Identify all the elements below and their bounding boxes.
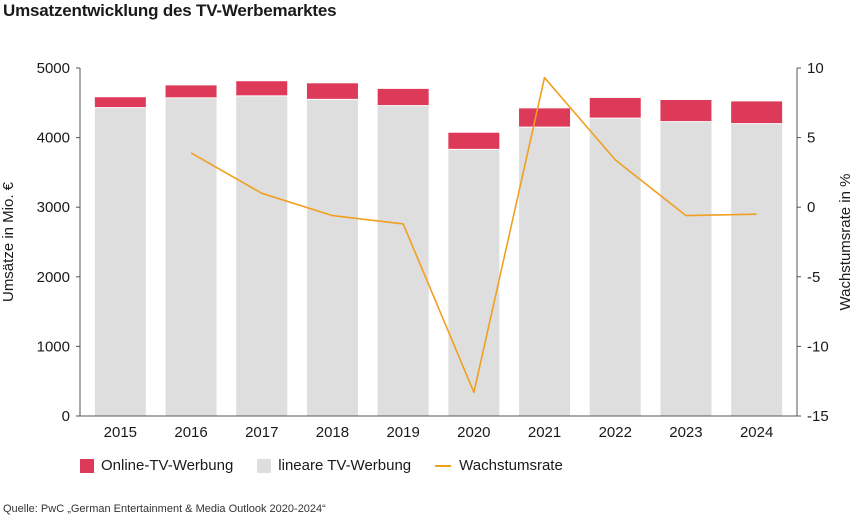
growth-line-group [190,76,757,394]
y2-tick-label-10: 10 [807,60,824,77]
chart-canvas: 2015 2016 2017 2018 2019 2020 2021 2022 2023 2024… [0,60,854,441]
bar-linear-2020 [448,149,500,416]
y2-tick-label--10: -10 [807,338,829,355]
bar-online-2024 [731,101,783,124]
x-tick-label-2024: 2024 [740,424,773,441]
bar-linear-2015 [94,107,146,416]
x-tick-label-2020: 2020 [457,424,490,441]
bar-linear-2019 [377,105,429,417]
axes-group: 2015 2016 2017 2018 2019 2020 2021 2022 2023 2024… [37,60,829,441]
source-note: Quelle: PwC „German Entertainment & Medi… [3,503,326,515]
bar-online-2020 [448,132,500,150]
x-tick-label-2023: 2023 [669,424,702,441]
y-tick-label-0: 0 [62,408,70,425]
x-tick-label-2019: 2019 [386,424,419,441]
bar-online-2019 [377,88,429,106]
y2-tick-label--15: -15 [807,408,829,425]
y-tick-label-4000: 4000 [37,130,70,147]
x-tick-label-2021: 2021 [528,424,561,441]
y-tick-label-1000: 1000 [37,338,70,355]
bar-online-2023 [660,100,712,122]
x-tick-label-2022: 2022 [599,424,632,441]
legend-item-online: Online-TV-Werbung [80,457,233,474]
bar-online-2015 [94,97,146,108]
legend-swatch-online [80,458,94,473]
bar-online-2017 [236,81,288,96]
legend-swatch-growth [435,464,452,467]
y2-tick-label-0: 0 [807,199,815,216]
growth-rate-line [190,76,757,394]
x-tick-label-2017: 2017 [245,424,278,441]
y2-tick-label--5: -5 [807,269,820,286]
x-tick-label-2018: 2018 [316,424,349,441]
chart-title: Umsatzentwicklung des TV-Werbemarktes [3,1,337,20]
y-axis-label: Umsätze in Mio. € [0,181,17,302]
bar-linear-2021 [519,127,571,416]
bars-group [94,81,783,417]
legend-item-linear: lineare TV-Werbung [257,457,411,474]
bar-linear-2018 [306,99,358,416]
bar-linear-2017 [236,95,288,416]
bar-linear-2024 [731,123,783,417]
bar-online-2016 [165,85,217,98]
bar-online-2018 [306,83,358,100]
legend-item-growth: Wachstumsrate [435,457,563,474]
y2-axis-label: Wachstumsrate in % [837,174,854,311]
bar-linear-2022 [589,118,641,416]
y-tick-label-5000: 5000 [37,60,70,77]
bar-online-2021 [519,108,571,128]
y2-tick-label-5: 5 [807,130,815,147]
bar-linear-2016 [165,97,217,416]
bar-online-2022 [589,97,641,119]
x-tick-label-2016: 2016 [174,424,207,441]
y-tick-label-3000: 3000 [37,199,70,216]
legend-label-linear: lineare TV-Werbung [278,457,412,474]
bar-linear-2023 [660,121,712,416]
legend: Online-TV-Werbung lineare TV-Werbung Wac… [80,457,587,474]
y-tick-label-2000: 2000 [37,269,70,286]
legend-label-online: Online-TV-Werbung [101,457,234,474]
legend-label-growth: Wachstumsrate [459,457,563,474]
x-tick-label-2015: 2015 [104,424,137,441]
legend-swatch-linear [257,458,272,473]
